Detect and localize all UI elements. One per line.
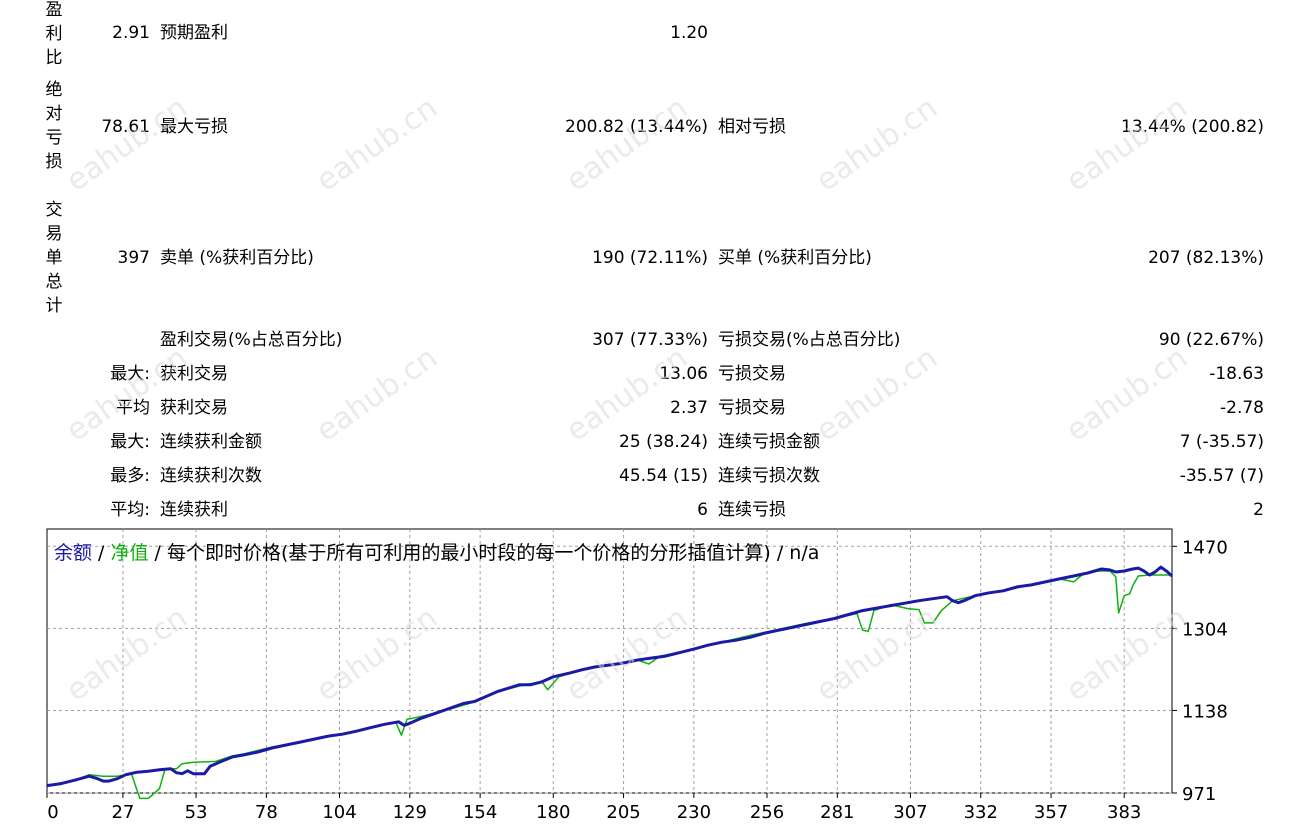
prefix-maximum: 最大: bbox=[110, 432, 150, 452]
label-largest-profit: 获利交易 bbox=[160, 364, 228, 384]
value-profit-factor: 2.91 bbox=[112, 23, 150, 43]
watermark-text: eahub.cn bbox=[310, 90, 444, 199]
value-short-positions: 190 (72.11%) bbox=[592, 248, 708, 268]
x-tick-label: 332 bbox=[964, 802, 998, 823]
legend-equity: 净值 bbox=[111, 542, 149, 564]
prefix-maximal: 最多: bbox=[110, 466, 150, 486]
x-tick-label: 104 bbox=[322, 802, 356, 823]
value-relative-drawdown: 13.44% (200.82) bbox=[1121, 117, 1264, 137]
x-tick-label: 281 bbox=[820, 802, 854, 823]
value-total-trades: 397 bbox=[117, 248, 150, 268]
label-maximal-consecutive-loss: 连续亏损次数 bbox=[718, 466, 820, 486]
x-tick-label: 383 bbox=[1107, 802, 1141, 823]
prefix-largest: 最大: bbox=[110, 364, 150, 384]
y-tick-label: 971 bbox=[1182, 784, 1216, 805]
watermark-text: eahub.cn bbox=[560, 90, 694, 199]
label-maximal-drawdown: 最大亏损 bbox=[160, 117, 228, 137]
x-tick-label: 0 bbox=[47, 802, 58, 823]
y-tick-label: 1138 bbox=[1182, 701, 1228, 722]
value-average-loss: -2.78 bbox=[1220, 398, 1264, 418]
label-average-consecutive-wins: 连续获利 bbox=[160, 500, 228, 520]
watermark-text: eahub.cn bbox=[810, 340, 944, 449]
label-average-consecutive-losses: 连续亏损 bbox=[718, 500, 786, 520]
x-axis: 0 27 53 78 104 129 154 180 205 230 256 281 307 332 357… bbox=[46, 793, 1141, 823]
balance-equity-chart: 1470 1304 1138 971 0 27 53 78 104 129 154 180 205 23… bbox=[46, 528, 1228, 823]
value-absolute-drawdown: 78.61 bbox=[101, 117, 150, 137]
label-total-trades: 交易单总计 bbox=[45, 200, 63, 316]
value-average-consecutive-losses: 2 bbox=[1253, 500, 1264, 520]
legend-sep-1: / bbox=[92, 542, 110, 564]
label-max-consecutive-wins: 连续获利金额 bbox=[160, 432, 262, 452]
label-average-profit: 获利交易 bbox=[160, 398, 228, 418]
x-tick-label: 307 bbox=[893, 802, 927, 823]
label-average-loss: 亏损交易 bbox=[718, 398, 786, 418]
x-tick-label: 129 bbox=[393, 802, 427, 823]
x-tick-label: 205 bbox=[606, 802, 640, 823]
value-average-consecutive-wins: 6 bbox=[697, 500, 708, 520]
value-max-consecutive-wins: 25 (38.24) bbox=[619, 432, 708, 452]
chart-grid bbox=[47, 529, 1172, 794]
x-tick-label: 357 bbox=[1034, 802, 1068, 823]
value-average-profit: 2.37 bbox=[670, 398, 708, 418]
label-largest-loss: 亏损交易 bbox=[718, 364, 786, 384]
value-maximal-consecutive-loss: -35.57 (7) bbox=[1179, 466, 1264, 486]
x-tick-label: 154 bbox=[463, 802, 497, 823]
chart-frame bbox=[46, 528, 1173, 794]
label-absolute-drawdown: 绝对亏损 bbox=[45, 80, 63, 172]
legend-balance: 余额 bbox=[54, 542, 92, 564]
value-loss-trades: 90 (22.67%) bbox=[1158, 330, 1264, 350]
label-profit-trades: 盈利交易(%占总百分比) bbox=[160, 330, 343, 350]
value-long-positions: 207 (82.13%) bbox=[1148, 248, 1264, 268]
legend-description: 每个即时价格(基于所有可利用的最小时段的每一个价格的分形插值计算) / n/a bbox=[167, 542, 819, 564]
prefix-average-consecutive: 平均: bbox=[110, 500, 150, 520]
x-tick-label: 78 bbox=[255, 802, 278, 823]
x-tick-label: 53 bbox=[185, 802, 208, 823]
x-tick-label: 27 bbox=[111, 802, 134, 823]
prefix-average: 平均 bbox=[116, 398, 150, 418]
label-profit-factor: 盈利比 bbox=[45, 0, 63, 68]
value-maximal-consecutive-profit: 45.54 (15) bbox=[619, 466, 708, 486]
label-short-positions: 卖单 (%获利百分比) bbox=[160, 248, 314, 268]
watermark-text: eahub.cn bbox=[1060, 90, 1194, 199]
legend-sep-2: / bbox=[149, 542, 167, 564]
x-tick-label: 256 bbox=[750, 802, 784, 823]
label-long-positions: 买单 (%获利百分比) bbox=[718, 248, 872, 268]
watermark-text: eahub.cn bbox=[810, 90, 944, 199]
y-tick-label: 1304 bbox=[1182, 619, 1228, 640]
value-maximal-drawdown: 200.82 (13.44%) bbox=[565, 117, 708, 137]
label-expected-payoff: 预期盈利 bbox=[160, 23, 228, 43]
value-max-consecutive-losses: 7 (-35.57) bbox=[1179, 432, 1264, 452]
y-axis: 1470 1304 1138 971 bbox=[1172, 537, 1228, 805]
value-largest-profit: 13.06 bbox=[659, 364, 708, 384]
watermark-text: eahub.cn bbox=[310, 340, 444, 449]
chart-series bbox=[46, 565, 1173, 800]
label-maximal-consecutive-profit: 连续获利次数 bbox=[160, 466, 262, 486]
chart-legend: 余额 / 净值 / 每个即时价格(基于所有可利用的最小时段的每一个价格的分形插值… bbox=[54, 542, 819, 564]
y-tick-label: 1470 bbox=[1182, 537, 1228, 558]
label-relative-drawdown: 相对亏损 bbox=[718, 117, 786, 137]
label-loss-trades: 亏损交易(%占总百分比) bbox=[718, 330, 901, 350]
value-expected-payoff: 1.20 bbox=[670, 23, 708, 43]
value-profit-trades: 307 (77.33%) bbox=[592, 330, 708, 350]
balance-line bbox=[46, 565, 1173, 788]
x-tick-label: 230 bbox=[677, 802, 711, 823]
watermark-text: eahub.cn bbox=[60, 90, 194, 199]
value-largest-loss: -18.63 bbox=[1209, 364, 1264, 384]
x-tick-label: 180 bbox=[536, 802, 570, 823]
label-max-consecutive-losses: 连续亏损金额 bbox=[718, 432, 820, 452]
